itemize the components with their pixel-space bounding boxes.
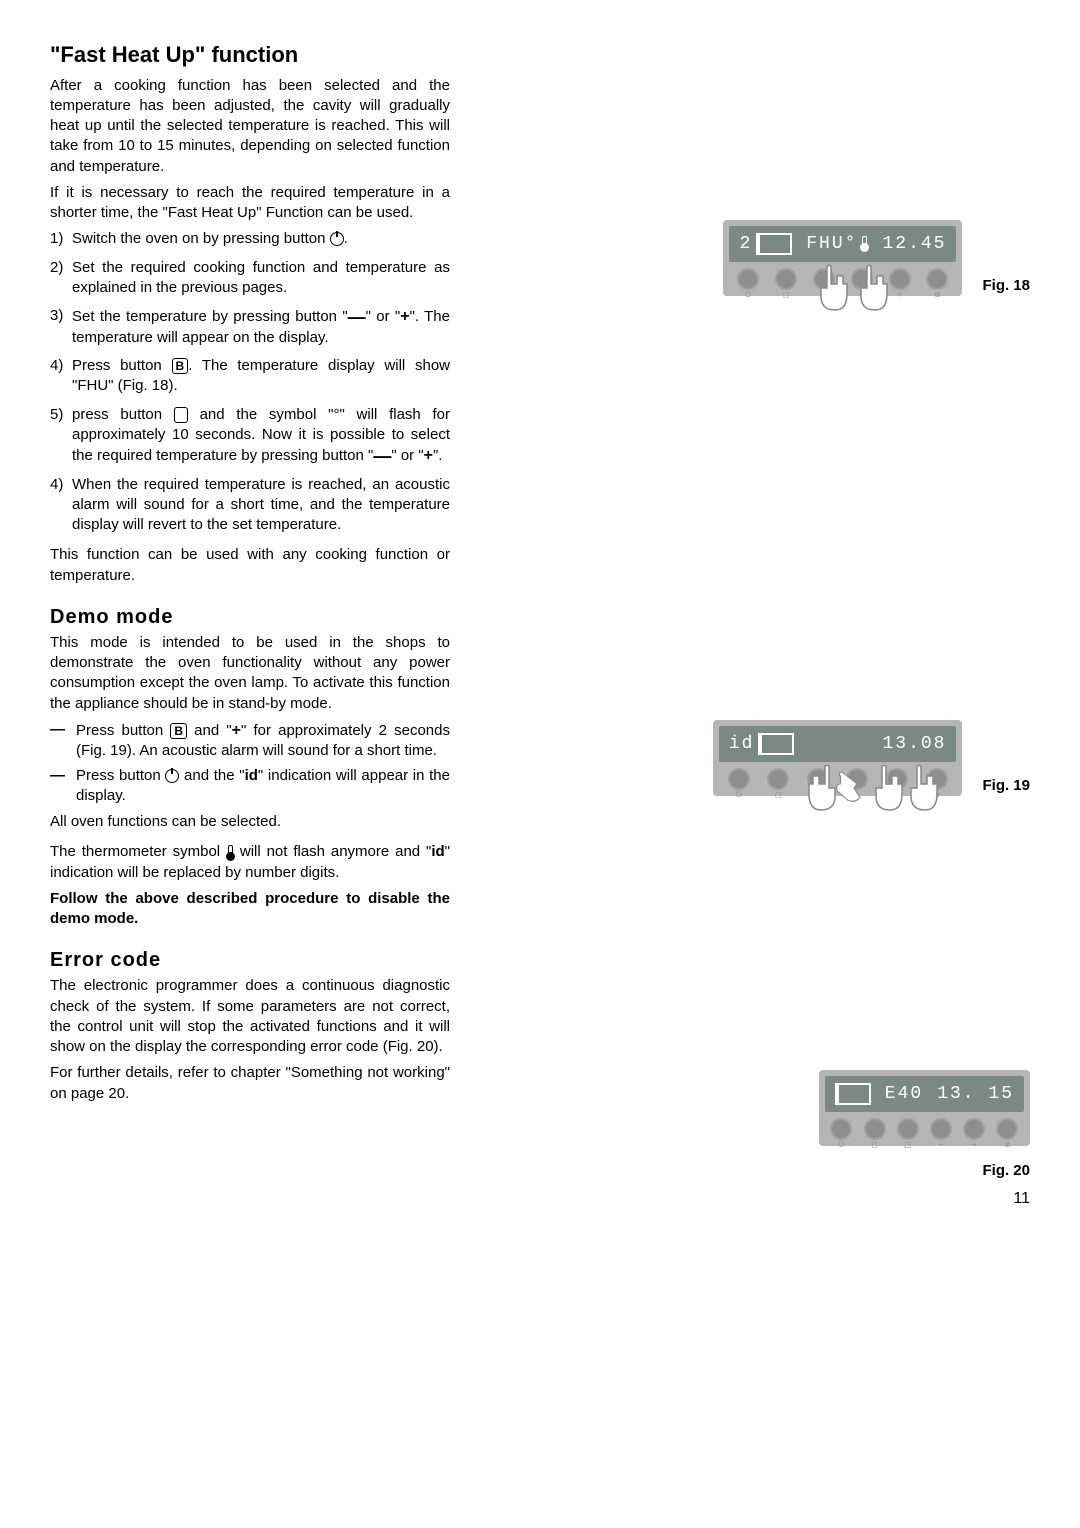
heading-fast-heat-up: "Fast Heat Up" function <box>50 40 450 70</box>
display-text: FHU° <box>806 232 857 256</box>
hand-pointer-icon <box>853 264 893 314</box>
list-number: 2) <box>50 258 72 299</box>
heading-error-code: Error code <box>50 947 450 974</box>
list-item: 1) Switch the oven on by pressing button… <box>50 229 450 249</box>
panel-button: ⏻ <box>737 268 759 290</box>
display-text: 13. 15 <box>937 1082 1014 1106</box>
panel-button: ◳ <box>897 1118 919 1140</box>
hand-pointer-icon <box>833 764 863 814</box>
figure-caption: Fig. 18 <box>982 276 1030 296</box>
heading-demo-mode: Demo mode <box>50 604 450 631</box>
hand-pointer-icon <box>813 264 853 314</box>
paragraph: For further details, refer to chapter "S… <box>50 1063 450 1104</box>
plus-icon: + <box>400 306 409 328</box>
hand-pointer-icon <box>903 764 943 814</box>
paragraph-bold: Follow the above described procedure to … <box>50 889 450 930</box>
list-item: 2) Set the required cooking function and… <box>50 258 450 299</box>
list-item: 5) press button and the symbol "°" will … <box>50 405 450 467</box>
paragraph: After a cooking function has been select… <box>50 76 450 177</box>
dash-icon: — <box>50 766 76 807</box>
b-button-icon: B <box>172 358 189 374</box>
list-item: 3) Set the temperature by pressing butto… <box>50 306 450 348</box>
display-text: id <box>729 732 755 756</box>
panel-button: ⊘ <box>926 268 948 290</box>
paragraph: This mode is intended to be used in the … <box>50 633 450 714</box>
paragraph: This function can be used with any cooki… <box>50 545 450 586</box>
list-number: 1) <box>50 229 72 249</box>
panel-button: + <box>963 1118 985 1140</box>
right-column: 2 FHU° 12.45 ⏻ ◻ ◳ − + ⊘ <box>480 40 1030 1110</box>
list-item: — Press button B and "+" for approximate… <box>50 720 450 762</box>
figure-18: 2 FHU° 12.45 ⏻ ◻ ◳ − + ⊘ <box>723 220 1030 296</box>
list-number: 3) <box>50 306 72 348</box>
panel-button: ◻ <box>775 268 797 290</box>
hand-pointer-icon <box>868 764 908 814</box>
list-number: 4) <box>50 356 72 397</box>
panel-button: ⏻ <box>830 1118 852 1140</box>
display-text: E40 <box>885 1082 923 1106</box>
panel-button: ⊘ <box>996 1118 1018 1140</box>
list-item: — Press button and the "id" indication w… <box>50 766 450 807</box>
power-icon <box>330 232 344 246</box>
left-column: "Fast Heat Up" function After a cooking … <box>50 40 450 1110</box>
panel-button: ⏻ <box>728 768 750 790</box>
selector-icon <box>174 407 188 423</box>
list-number: 4) <box>50 475 72 536</box>
paragraph: The electronic programmer does a continu… <box>50 976 450 1057</box>
panel-button: ◻ <box>767 768 789 790</box>
paragraph: All oven functions can be selected. <box>50 812 450 832</box>
thermometer-icon <box>226 845 234 861</box>
list-number: 5) <box>50 405 72 467</box>
figure-caption: Fig. 20 <box>819 1161 1030 1181</box>
page-number: 11 <box>1013 1188 1030 1210</box>
paragraph: If it is necessary to reach the required… <box>50 183 450 224</box>
b-button-icon: B <box>170 723 187 739</box>
panel-button: − <box>930 1118 952 1140</box>
display-text: 2 <box>739 232 752 256</box>
plus-icon: + <box>232 720 241 742</box>
dash-icon: — <box>50 720 76 762</box>
display-text: 13.08 <box>882 732 946 756</box>
display-text: 12.45 <box>882 232 946 256</box>
panel-button: ◻ <box>864 1118 886 1140</box>
figure-20: E40 13. 15 ⏻ ◻ ◳ − + ⊘ Fig. 20 <box>819 1070 1030 1181</box>
list-item: 4) When the required temperature is reac… <box>50 475 450 536</box>
paragraph: The thermometer symbol will not flash an… <box>50 842 450 883</box>
figure-19: id 13.08 ⏻ ◻ ◳ − + ⊘ <box>713 720 1030 796</box>
plus-icon: + <box>424 445 433 467</box>
list-item: 4) Press button B. The temperature displ… <box>50 356 450 397</box>
figure-caption: Fig. 19 <box>982 776 1030 796</box>
power-icon <box>165 769 179 783</box>
